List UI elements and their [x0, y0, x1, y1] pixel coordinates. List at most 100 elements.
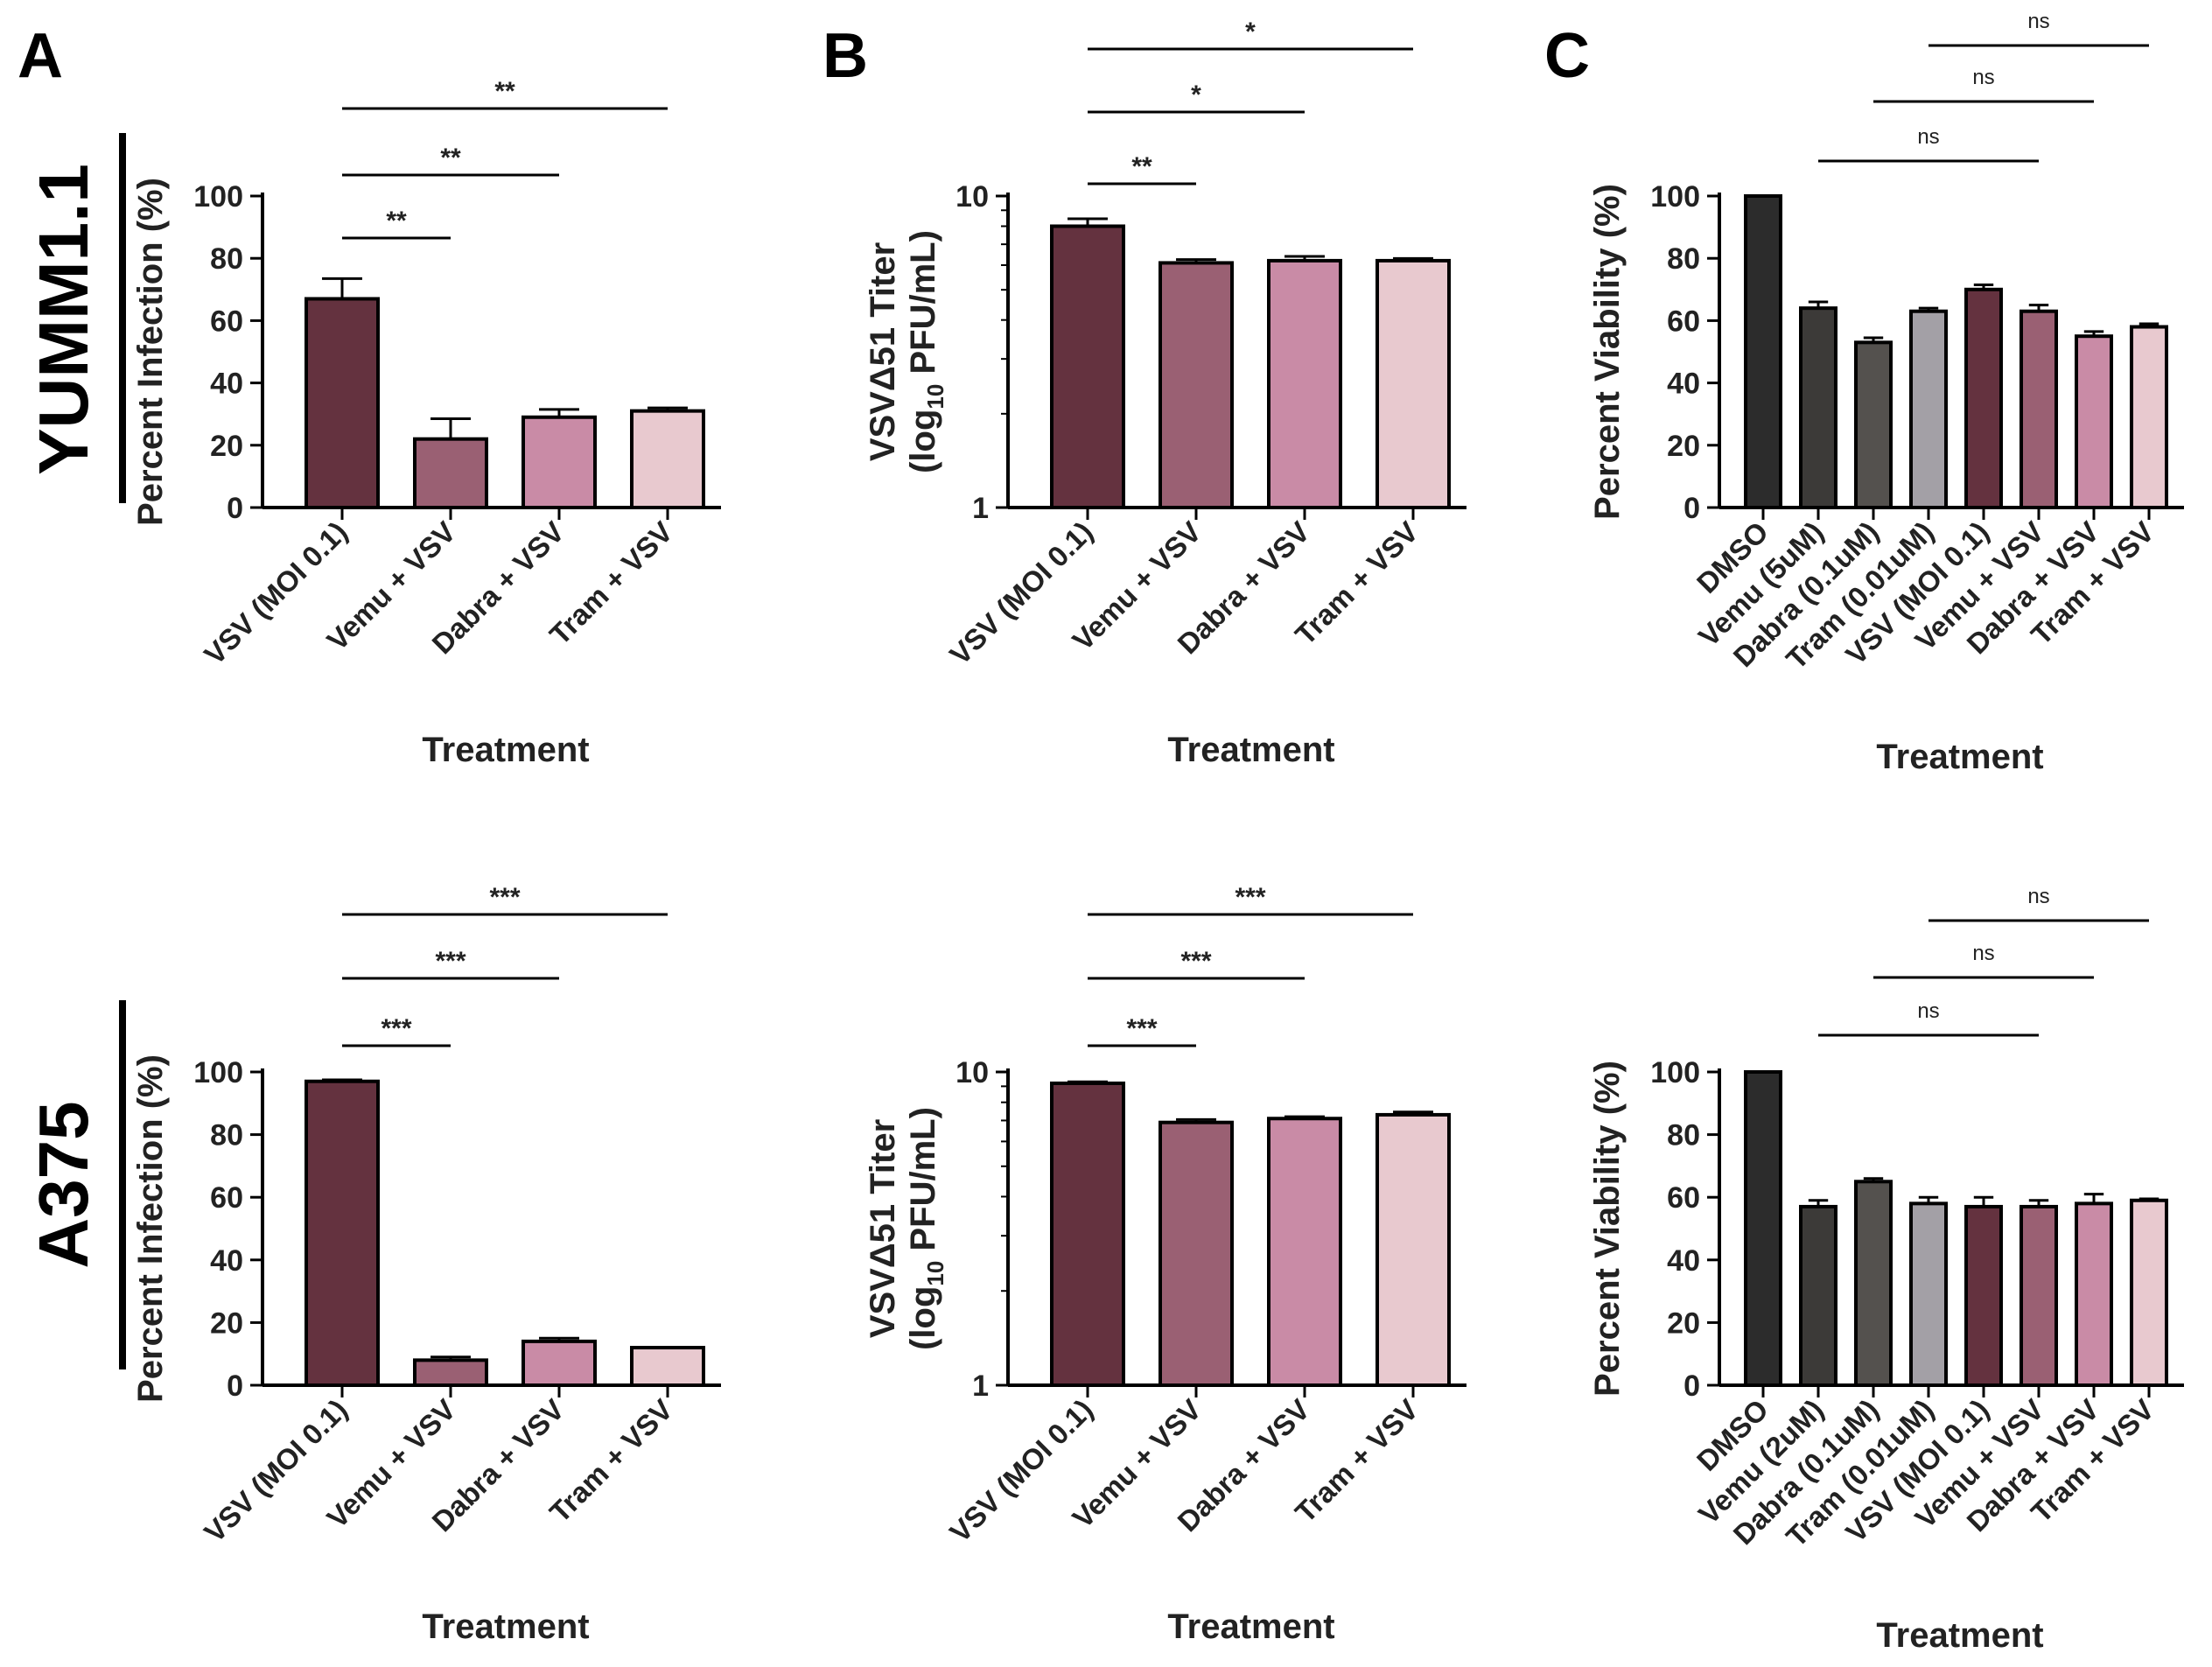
category-label: VSV (MOI 0.1) — [943, 515, 1099, 671]
bar — [630, 409, 705, 510]
significance-label: ns — [1972, 66, 1994, 89]
bar — [1854, 340, 1893, 509]
bar — [522, 415, 597, 510]
y-axis-title: Percent Viability (%) — [1588, 1061, 1627, 1397]
y-axis-title: Percent Infection (%) — [131, 178, 170, 526]
y-tick-label: 80 — [1667, 242, 1700, 276]
bar — [1267, 258, 1342, 509]
y-tick-label: 20 — [210, 430, 243, 463]
bar — [1854, 1180, 1893, 1388]
bar — [522, 1339, 597, 1388]
x-axis-title: Treatment — [1876, 738, 2043, 776]
y-axis-title-line2: (log10 PFU/mL) — [904, 230, 948, 473]
y-tick-label: 1 — [972, 492, 989, 525]
bar — [1799, 1204, 1838, 1387]
chart-a-a375-infection: 0 20 40 60 80 100 Percent Infection (%) VSV (MO… — [131, 883, 721, 1646]
y-axis-title-line2: (log10 PFU/mL) — [904, 1107, 948, 1350]
y-tick-label: 80 — [1667, 1119, 1700, 1152]
row-label-a375: A375 — [24, 1101, 102, 1268]
significance-label: ** — [1131, 152, 1152, 181]
y-tick-label: 40 — [1667, 368, 1700, 401]
y-tick-label: 60 — [1667, 1181, 1700, 1215]
bar — [304, 1079, 380, 1387]
y-tick-label: 40 — [210, 368, 243, 401]
row-label-yumm: YUMM1.1 — [24, 164, 102, 475]
y-tick-label: 0 — [227, 1369, 243, 1403]
significance-label: *** — [435, 947, 466, 976]
chart-a-yumm-infection: 0 20 40 60 80 100 Percent Infection (%) VSV (MO… — [131, 77, 721, 769]
bar — [2075, 1201, 2113, 1387]
y-tick-label: 0 — [227, 492, 243, 525]
category-label: VSV (MOI 0.1) — [198, 515, 354, 671]
bar — [1376, 258, 1451, 509]
y-tick-label: 20 — [1667, 430, 1700, 463]
y-tick-label: 100 — [193, 180, 243, 214]
significance-label: ns — [2027, 10, 2049, 33]
bar — [630, 1346, 705, 1388]
significance-label: * — [1245, 18, 1256, 46]
bar — [1964, 287, 2003, 509]
y-tick-label: 80 — [210, 1119, 243, 1152]
x-axis-title: Treatment — [422, 731, 589, 769]
bar — [1376, 1112, 1451, 1387]
bar — [2020, 1204, 2058, 1387]
y-tick-label: 10 — [956, 180, 989, 214]
significance-label: ** — [440, 144, 461, 172]
panel-letter-b: B — [822, 21, 868, 91]
category-label: VSV (MOI 0.1) — [198, 1393, 354, 1549]
y-tick-label: 60 — [210, 1181, 243, 1215]
significance-label: ns — [1917, 125, 1939, 149]
significance-label: * — [1191, 81, 1201, 109]
y-tick-label: 20 — [210, 1306, 243, 1340]
x-axis-title: Treatment — [1167, 731, 1334, 769]
y-tick-label: 40 — [210, 1244, 243, 1278]
y-axis-title-subscript: 10 — [922, 384, 948, 410]
y-axis-title-subscript: 10 — [922, 1261, 948, 1286]
bar — [2130, 325, 2168, 509]
panel-letter-c: C — [1544, 21, 1590, 91]
y-tick-label: 60 — [210, 305, 243, 338]
bar — [304, 297, 380, 510]
y-tick-label: 1 — [972, 1369, 989, 1403]
significance-label: *** — [489, 883, 520, 912]
y-tick-label: 0 — [1684, 1369, 1700, 1403]
bar — [413, 1358, 488, 1387]
bar — [1050, 1081, 1125, 1388]
x-axis-title: Treatment — [1876, 1616, 2043, 1655]
significance-label: ns — [1917, 999, 1939, 1023]
significance-label: ** — [386, 207, 407, 235]
y-axis-title: VSVΔ51 Titer — [864, 242, 902, 461]
bar — [2075, 334, 2113, 510]
bar — [1909, 1201, 1948, 1387]
bar — [1964, 1204, 2003, 1387]
y-tick-label: 10 — [956, 1056, 989, 1089]
significance-label: *** — [1235, 883, 1265, 912]
category-label: VSV (MOI 0.1) — [943, 1393, 1099, 1549]
y-tick-label: 20 — [1667, 1306, 1700, 1340]
bar — [1909, 309, 1948, 509]
bar — [1158, 1120, 1234, 1387]
x-axis-title: Treatment — [422, 1607, 589, 1646]
bar — [1744, 1070, 1782, 1387]
bar — [1050, 224, 1125, 509]
significance-label: ns — [1972, 942, 1994, 965]
x-axis-title: Treatment — [1167, 1607, 1334, 1646]
y-axis-title-suffix: PFU/mL) — [904, 230, 942, 384]
bar — [2020, 309, 2058, 509]
y-axis-title-prefix: (log — [904, 410, 942, 473]
bar — [1799, 306, 1838, 509]
y-tick-label: 100 — [193, 1056, 243, 1089]
y-tick-label: 100 — [1650, 1056, 1700, 1089]
significance-label: ns — [2027, 885, 2049, 908]
y-tick-label: 80 — [210, 242, 243, 276]
bar — [413, 437, 488, 509]
y-axis-title: Percent Infection (%) — [131, 1054, 170, 1403]
bar — [1158, 261, 1234, 509]
significance-label: *** — [381, 1014, 411, 1043]
y-tick-label: 0 — [1684, 492, 1700, 525]
